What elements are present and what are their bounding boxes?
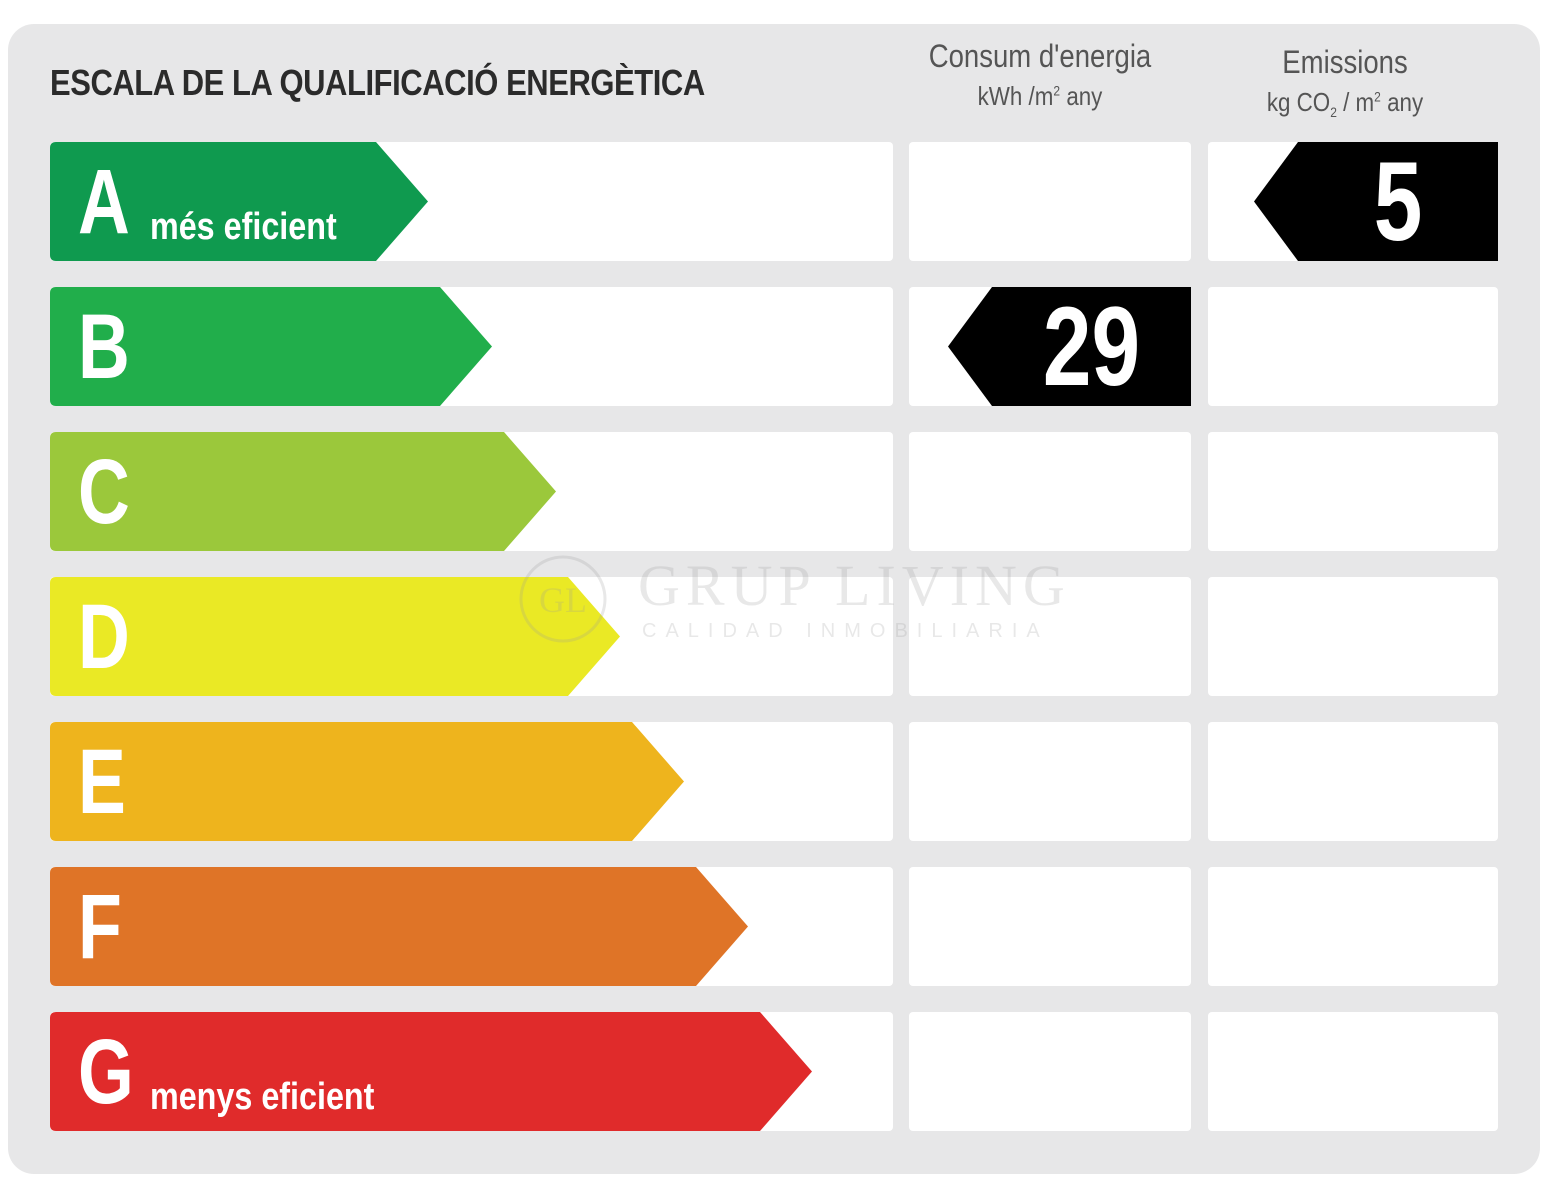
emis-cell [1208, 287, 1498, 406]
rating-arrow-a [50, 142, 428, 261]
emissions-column-unit: kg CO2 / m2 any [1266, 87, 1424, 121]
rating-row-c: C [0, 432, 1550, 551]
rating-letter: E [78, 731, 126, 833]
emissions-column-header: Emissions kg CO2 / m2 any [1215, 44, 1475, 120]
rating-arrow-d [50, 577, 620, 696]
energy-indicator-value: 29 [1042, 284, 1141, 409]
rating-letter: D [78, 586, 130, 688]
scale-title: ESCALA DE LA QUALIFICACIÓ ENERGÈTICA [50, 62, 705, 103]
rating-letter: A [78, 151, 130, 253]
energy-indicator: 29 [948, 287, 1191, 406]
rating-arrow-e [50, 722, 684, 841]
rating-letter: G [78, 1021, 134, 1123]
energy-column-title: Consum d'energia [928, 38, 1152, 74]
energy-cell [909, 142, 1191, 261]
energy-cell [909, 722, 1191, 841]
emissions-column-title: Emissions [1282, 44, 1408, 80]
rating-letter: B [78, 296, 130, 398]
emis-cell [1208, 1012, 1498, 1131]
rating-row-b: B 29 [0, 287, 1550, 406]
emis-cell [1208, 577, 1498, 696]
energy-cell [909, 432, 1191, 551]
rating-arrow-g [50, 1012, 812, 1131]
rating-row-d: D [0, 577, 1550, 696]
energy-cell [909, 577, 1191, 696]
rating-sublabel: més eficient [150, 206, 337, 248]
emissions-indicator-value: 5 [1373, 139, 1423, 264]
emis-cell [1208, 722, 1498, 841]
rating-letter: C [78, 441, 130, 543]
energy-column-unit: kWh /m2 any [977, 81, 1103, 111]
rating-row-e: E [0, 722, 1550, 841]
rating-arrow-f [50, 867, 748, 986]
rating-row-f: F [0, 867, 1550, 986]
emis-cell [1208, 867, 1498, 986]
emis-cell [1208, 432, 1498, 551]
rating-sublabel: menys eficient [150, 1076, 375, 1118]
rating-arrow-b [50, 287, 492, 406]
emissions-indicator: 5 [1254, 142, 1498, 261]
energy-cell [909, 867, 1191, 986]
rating-arrow-c [50, 432, 556, 551]
energy-cell [909, 1012, 1191, 1131]
rating-letter: F [78, 876, 122, 978]
energy-column-header: Consum d'energia kWh /m2 any [910, 38, 1170, 112]
